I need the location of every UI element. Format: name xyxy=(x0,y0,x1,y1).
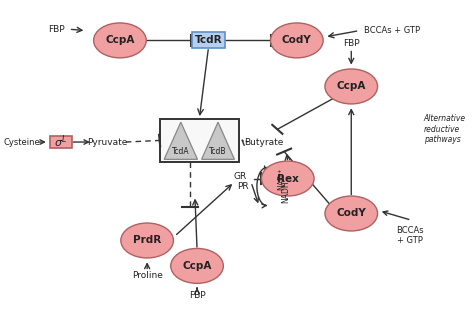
Text: FBP: FBP xyxy=(48,25,65,34)
Bar xyxy=(50,136,72,148)
Text: PrdR: PrdR xyxy=(133,235,161,246)
Text: CcpA: CcpA xyxy=(105,35,135,45)
Ellipse shape xyxy=(271,23,323,58)
Text: TcdA: TcdA xyxy=(172,146,190,156)
Text: Proline: Proline xyxy=(132,271,163,280)
Text: Cysteine: Cysteine xyxy=(3,137,40,146)
Ellipse shape xyxy=(262,161,314,196)
Text: Pyruvate: Pyruvate xyxy=(88,137,128,146)
Ellipse shape xyxy=(325,69,378,104)
Text: FBP: FBP xyxy=(189,291,205,300)
Text: BCCAs + GTP: BCCAs + GTP xyxy=(364,26,420,35)
Text: CcpA: CcpA xyxy=(337,81,366,92)
Text: PR: PR xyxy=(237,182,249,191)
Text: FBP: FBP xyxy=(343,39,360,48)
Ellipse shape xyxy=(171,249,223,283)
Text: $\sigma^L$: $\sigma^L$ xyxy=(54,134,68,150)
Text: CcpA: CcpA xyxy=(182,261,212,271)
Text: Butyrate: Butyrate xyxy=(244,137,283,146)
Text: TcdR: TcdR xyxy=(194,35,222,45)
Text: NADH: NADH xyxy=(282,180,291,203)
Text: GR: GR xyxy=(234,173,247,182)
Text: CodY: CodY xyxy=(282,35,312,45)
Text: CodY: CodY xyxy=(337,209,366,219)
Ellipse shape xyxy=(325,196,378,231)
Ellipse shape xyxy=(93,23,146,58)
Text: TcdB: TcdB xyxy=(209,146,227,156)
Polygon shape xyxy=(201,122,235,160)
Text: Alternative
reductive
pathways: Alternative reductive pathways xyxy=(424,115,466,144)
Polygon shape xyxy=(164,122,198,160)
Text: BCCAs
+ GTP: BCCAs + GTP xyxy=(396,226,424,245)
Text: NAD$^+$: NAD$^+$ xyxy=(276,167,288,190)
Bar xyxy=(192,33,225,48)
Text: Rex: Rex xyxy=(277,174,299,183)
Bar xyxy=(160,119,239,162)
Ellipse shape xyxy=(121,223,173,258)
